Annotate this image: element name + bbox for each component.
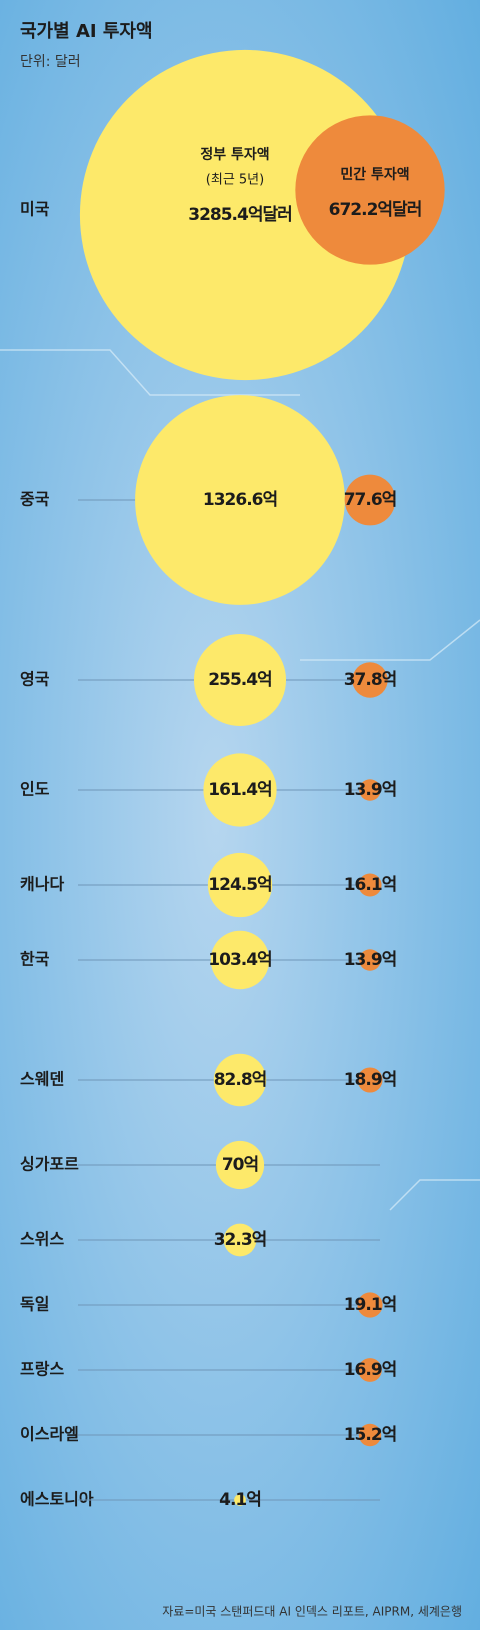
bubble xyxy=(358,873,382,897)
value-label: 37.8억 xyxy=(344,670,397,690)
value-label: 70억 xyxy=(222,1155,258,1175)
bubble xyxy=(203,753,277,827)
bubble xyxy=(359,779,381,801)
bubble xyxy=(213,1053,267,1107)
value-label: 82.8억 xyxy=(214,1070,267,1090)
value-label: 32.3억 xyxy=(214,1230,267,1250)
bubble xyxy=(223,1223,257,1257)
value-label: 255.4억 xyxy=(208,670,271,690)
bubble xyxy=(357,1067,383,1093)
value-label: 103.4억 xyxy=(208,950,271,970)
value-label: 19.1억 xyxy=(344,1295,397,1315)
value-label: 4.1억 xyxy=(219,1490,261,1510)
value-label: 3285.4억달러 xyxy=(188,204,292,225)
value-label: 15.2억 xyxy=(344,1425,397,1445)
bubble xyxy=(210,930,270,990)
bubble xyxy=(215,1140,265,1190)
category-label: 에스토니아 xyxy=(20,1490,94,1509)
bubble xyxy=(359,949,381,971)
category-label: 캐나다 xyxy=(20,875,64,894)
legend-label: 정부 투자액 xyxy=(200,146,269,163)
value-label: 13.9억 xyxy=(344,780,397,800)
value-label: 13.9억 xyxy=(344,950,397,970)
value-label: 1326.6억 xyxy=(203,490,277,510)
bubble xyxy=(344,474,396,526)
category-label: 독일 xyxy=(20,1295,49,1314)
category-label: 영국 xyxy=(20,670,50,689)
value-label: 77.6억 xyxy=(344,490,397,510)
bubble xyxy=(358,1423,382,1447)
category-label: 프랑스 xyxy=(20,1360,64,1379)
bubble xyxy=(358,1358,382,1382)
bubble xyxy=(357,1292,383,1318)
bubble xyxy=(352,662,388,698)
category-label: 스웨덴 xyxy=(20,1070,64,1089)
category-label: 이스라엘 xyxy=(20,1425,79,1444)
bubble xyxy=(295,115,445,265)
category-label: 스위스 xyxy=(20,1230,64,1249)
category-label: 중국 xyxy=(20,490,50,509)
bubble xyxy=(193,633,287,727)
decoration xyxy=(0,349,480,1211)
category-label: 한국 xyxy=(20,950,50,969)
value-label: 16.9억 xyxy=(344,1360,397,1380)
value-label: 18.9억 xyxy=(344,1070,397,1090)
value-label: 161.4억 xyxy=(208,780,271,800)
bubble xyxy=(234,1494,246,1506)
value-label: 16.1억 xyxy=(344,875,397,895)
bubble xyxy=(135,395,345,605)
legend-label: 민간 투자액 xyxy=(340,166,409,183)
category-label: 싱가포르 xyxy=(20,1155,79,1174)
value-label: 672.2억달러 xyxy=(329,199,422,220)
category-label: 인도 xyxy=(20,780,50,799)
value-label: 124.5억 xyxy=(208,875,271,895)
annotation: (최근 5년) xyxy=(206,173,264,188)
chart-title: 국가별 AI 투자액 xyxy=(20,21,153,42)
category-label: 미국 xyxy=(20,200,50,219)
bubble xyxy=(207,852,273,918)
source: 자료=미국 스탠퍼드대 AI 인덱스 리포트, AIPRM, 세계은행 xyxy=(162,1604,462,1619)
subtitle: 단위: 달러 xyxy=(20,54,81,70)
